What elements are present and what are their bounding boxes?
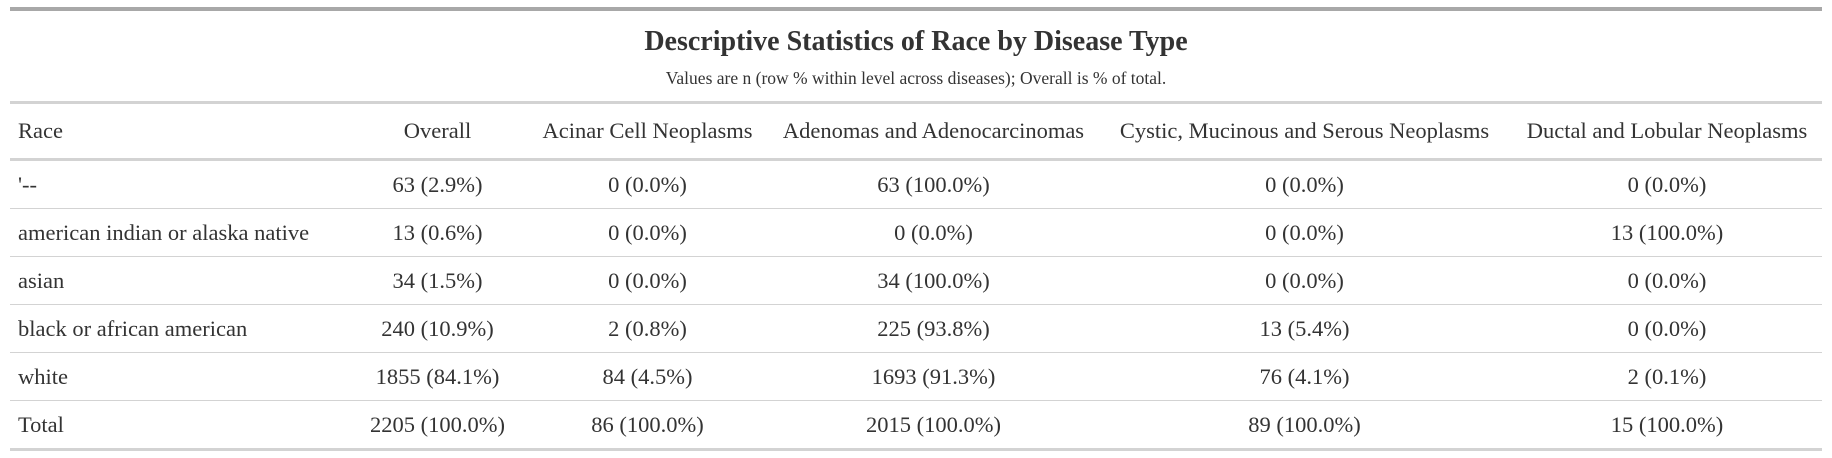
ductal-cell: 2 (0.1%) [1512, 352, 1822, 401]
acinar-cell: 2 (0.8%) [525, 304, 770, 353]
race-cell: '-- [10, 159, 350, 209]
column-header-overall: Overall [403, 118, 472, 143]
table-title: Descriptive Statistics of Race by Diseas… [644, 26, 1188, 57]
acinar-cell: 0 (0.0%) [525, 256, 770, 305]
column-header-adenomas: Adenomas and Adenocarcinomas [782, 118, 1085, 143]
race-cell: american indian or alaska native [10, 208, 350, 257]
race-cell: Total [10, 400, 350, 451]
adenomas-cell: 225 (93.8%) [770, 304, 1097, 353]
top-rule [10, 7, 1822, 11]
column-header-ductal: Ductal and Lobular Neoplasms [1526, 118, 1808, 143]
cystic-cell: 0 (0.0%) [1097, 159, 1512, 209]
cystic-cell: 13 (5.4%) [1097, 304, 1512, 353]
table-row: american indian or alaska native 13 (0.6… [10, 208, 1822, 257]
adenomas-cell: 1693 (91.3%) [770, 352, 1097, 401]
overall-cell: 240 (10.9%) [350, 304, 525, 353]
ductal-cell: 0 (0.0%) [1512, 304, 1822, 353]
race-cell: asian [10, 256, 350, 305]
table-row: asian 34 (1.5%) 0 (0.0%) 34 (100.0%) 0 (… [10, 256, 1822, 305]
ductal-cell: 13 (100.0%) [1512, 208, 1822, 257]
adenomas-cell: 63 (100.0%) [770, 159, 1097, 209]
table-row: black or african american 240 (10.9%) 2 … [10, 304, 1822, 353]
column-header-cystic: Cystic, Mucinous and Serous Neoplasms [1119, 118, 1490, 143]
cystic-cell: 76 (4.1%) [1097, 352, 1512, 401]
race-cell: white [10, 352, 350, 401]
overall-cell: 34 (1.5%) [350, 256, 525, 305]
stats-table-container: Descriptive Statistics of Race by Diseas… [10, 7, 1822, 451]
race-by-disease-table: Race Overall Acinar Cell Neoplasms Adeno… [10, 101, 1822, 451]
acinar-cell: 86 (100.0%) [525, 400, 770, 451]
acinar-cell: 84 (4.5%) [525, 352, 770, 401]
ductal-cell: 0 (0.0%) [1512, 256, 1822, 305]
table-row: '-- 63 (2.9%) 0 (0.0%) 63 (100.0%) 0 (0.… [10, 159, 1822, 209]
table-subtitle: Values are n (row % within level across … [665, 68, 1167, 88]
adenomas-cell: 0 (0.0%) [770, 208, 1097, 257]
acinar-cell: 0 (0.0%) [525, 159, 770, 209]
adenomas-cell: 2015 (100.0%) [770, 400, 1097, 451]
table-row: white 1855 (84.1%) 84 (4.5%) 1693 (91.3%… [10, 352, 1822, 401]
overall-cell: 1855 (84.1%) [350, 352, 525, 401]
acinar-cell: 0 (0.0%) [525, 208, 770, 257]
overall-cell: 2205 (100.0%) [350, 400, 525, 451]
cystic-cell: 0 (0.0%) [1097, 256, 1512, 305]
adenomas-cell: 34 (100.0%) [770, 256, 1097, 305]
cystic-cell: 0 (0.0%) [1097, 208, 1512, 257]
race-cell: black or african american [10, 304, 350, 353]
column-header-acinar: Acinar Cell Neoplasms [542, 118, 753, 143]
table-body: '-- 63 (2.9%) 0 (0.0%) 63 (100.0%) 0 (0.… [10, 159, 1822, 451]
cystic-cell: 89 (100.0%) [1097, 400, 1512, 451]
overall-cell: 13 (0.6%) [350, 208, 525, 257]
header-row: Race Overall Acinar Cell Neoplasms Adeno… [10, 102, 1822, 160]
column-header-race: Race [18, 118, 63, 143]
ductal-cell: 0 (0.0%) [1512, 159, 1822, 209]
total-row: Total 2205 (100.0%) 86 (100.0%) 2015 (10… [10, 400, 1822, 451]
overall-cell: 63 (2.9%) [350, 159, 525, 209]
table-header: Race Overall Acinar Cell Neoplasms Adeno… [10, 102, 1822, 160]
ductal-cell: 15 (100.0%) [1512, 400, 1822, 451]
